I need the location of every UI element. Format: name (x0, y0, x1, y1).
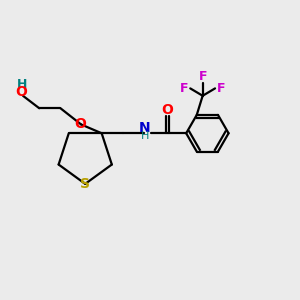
Text: N: N (139, 121, 151, 135)
Text: H: H (16, 78, 27, 91)
Text: F: F (198, 70, 207, 83)
Text: O: O (16, 85, 28, 99)
Text: O: O (162, 103, 174, 117)
Text: F: F (180, 82, 189, 95)
Text: O: O (74, 117, 86, 131)
Text: H: H (140, 131, 149, 141)
Text: S: S (80, 177, 90, 191)
Text: F: F (217, 82, 225, 95)
